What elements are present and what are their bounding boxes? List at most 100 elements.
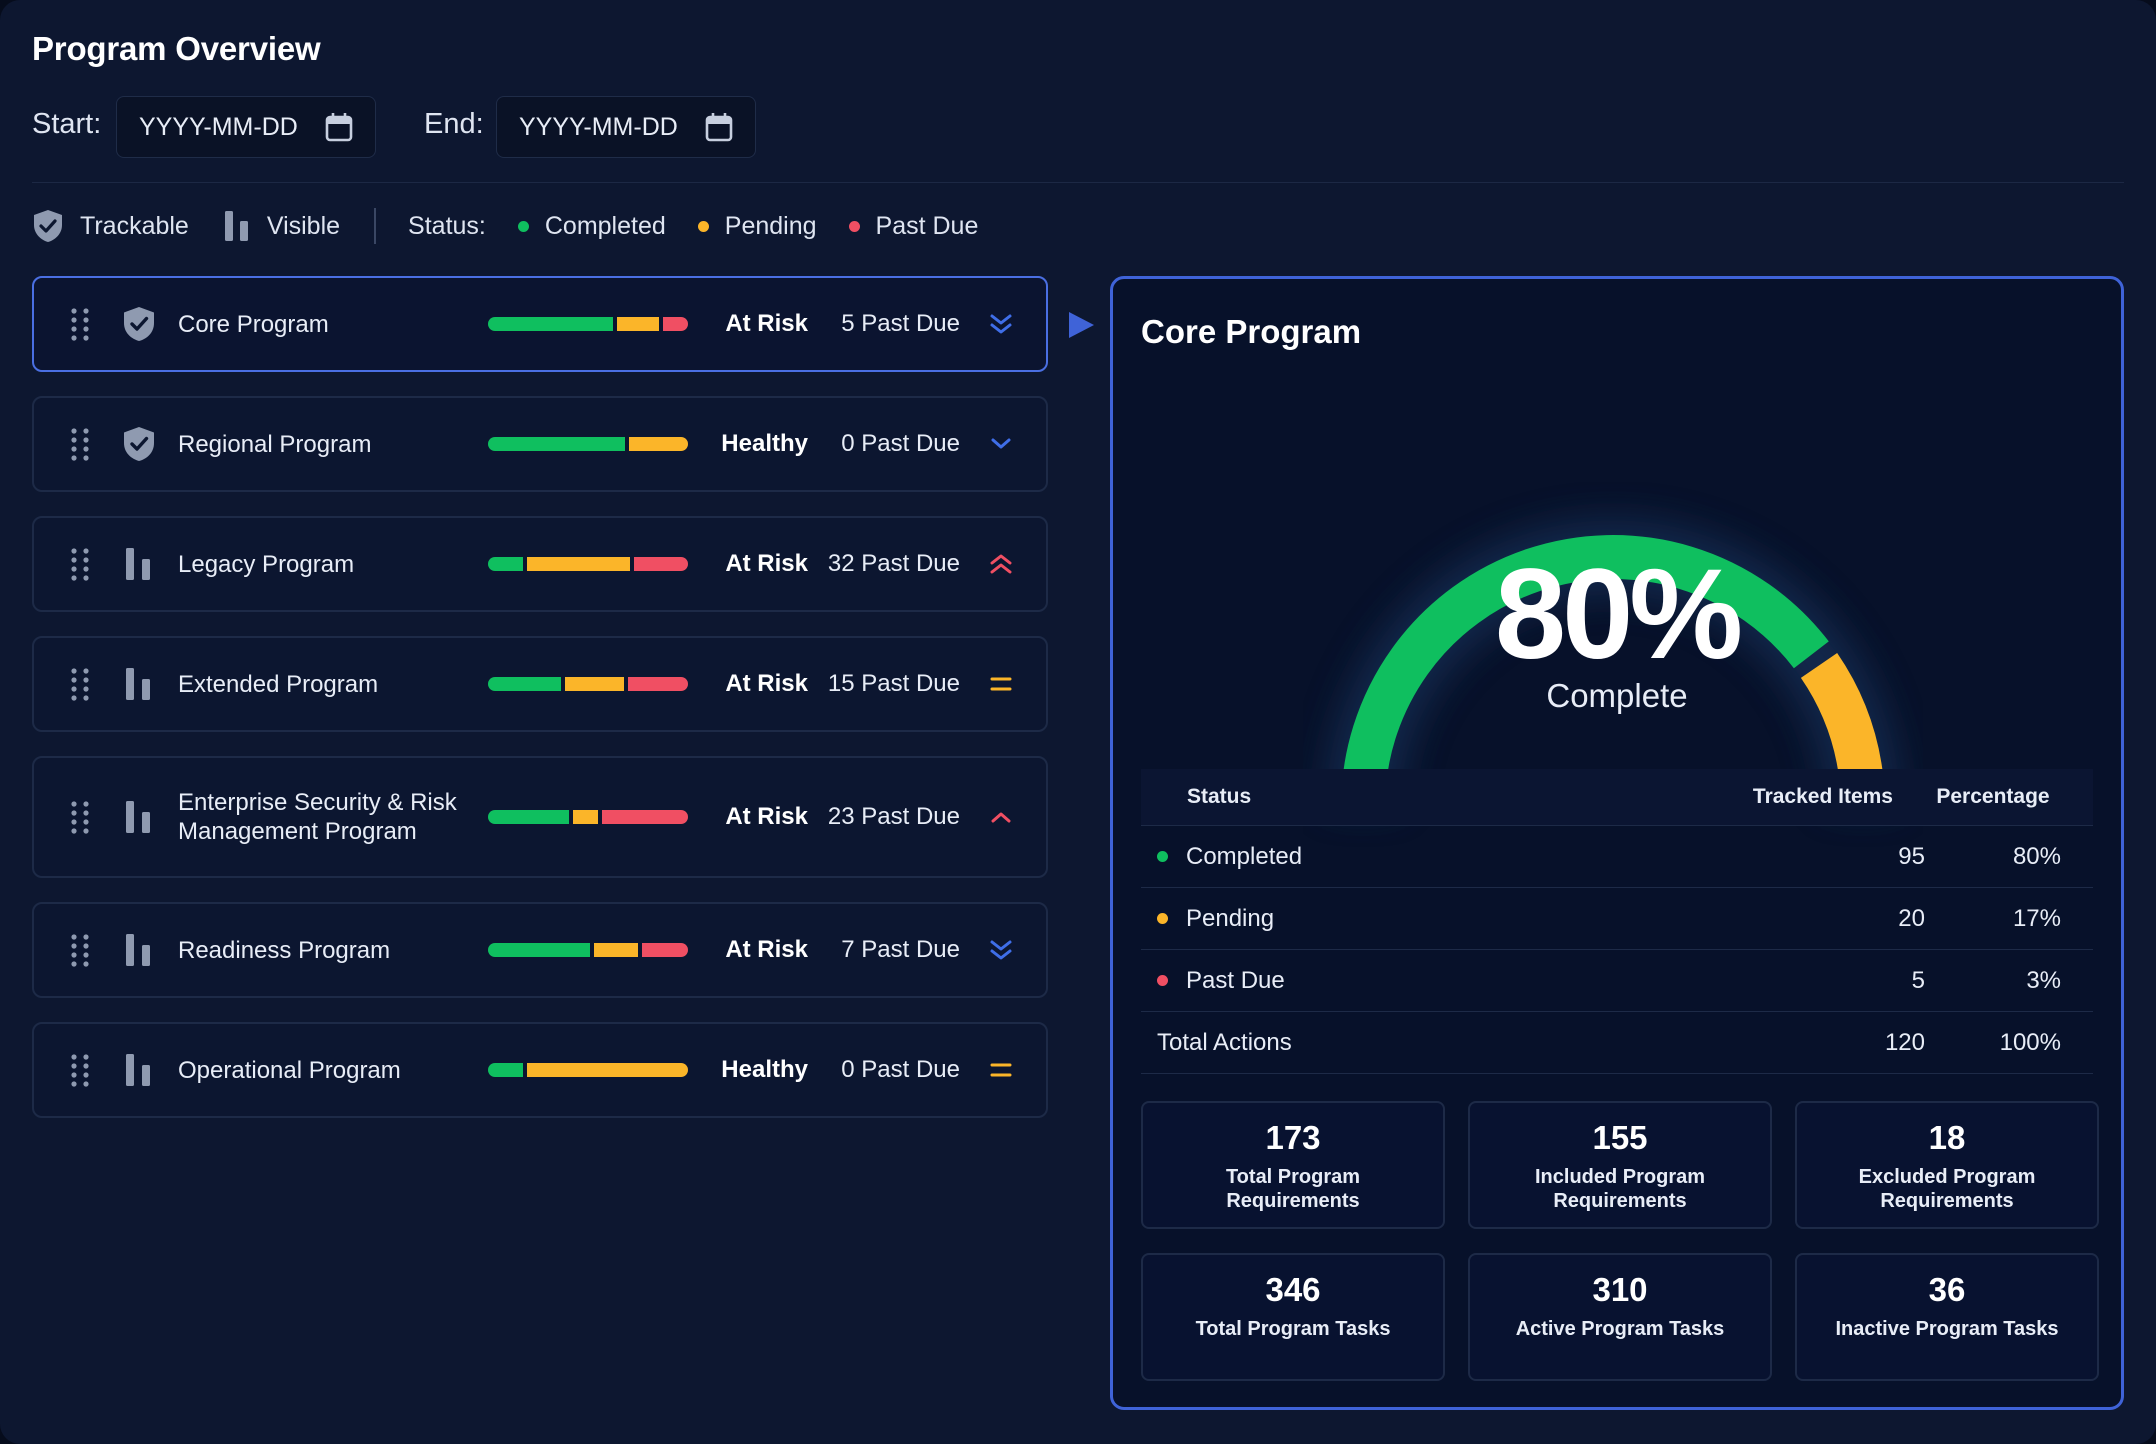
bar-visible-icon xyxy=(122,932,156,968)
past-due-count: 7 Past Due xyxy=(841,936,960,963)
program-name: Core Program xyxy=(178,311,329,338)
kpi-label-line: Total Program Tasks xyxy=(1195,1318,1391,1340)
past-due-segment xyxy=(634,557,688,571)
kpi-value: 346 xyxy=(1265,1271,1321,1308)
past-due-segment xyxy=(663,317,688,331)
program-name-line: Enterprise Security & Risk xyxy=(178,789,457,816)
program-card[interactable]: Legacy Program At Risk 32 Past Due xyxy=(32,516,1048,612)
chevron-up-icon[interactable] xyxy=(988,804,1014,830)
shield-check-icon xyxy=(122,426,156,462)
row-status: Past Due xyxy=(1141,967,1685,995)
legend-visible: Visible xyxy=(223,209,340,243)
program-name-line: Management Program xyxy=(178,818,417,845)
drag-handle-icon[interactable] xyxy=(70,427,90,461)
drag-handle-icon[interactable] xyxy=(70,800,90,834)
total-items: 120 xyxy=(1884,1028,1925,1056)
drag-handle-icon[interactable] xyxy=(70,667,90,701)
bar-visible-icon xyxy=(224,211,248,241)
row-status-label: Pending xyxy=(1186,904,1275,932)
drag-handle-icon[interactable] xyxy=(70,307,90,341)
equals-icon[interactable] xyxy=(988,1057,1014,1083)
health-status: At Risk xyxy=(725,310,808,337)
header-tracked-items: Tracked Items xyxy=(1752,785,1893,808)
kpi-value: 310 xyxy=(1592,1271,1648,1308)
kpi-label-line: Total Program xyxy=(1225,1166,1361,1188)
double-chevron-down-icon[interactable] xyxy=(988,937,1014,963)
equals-icon[interactable] xyxy=(988,671,1014,697)
drag-handle-icon[interactable] xyxy=(70,547,90,581)
row-status: Pending xyxy=(1141,905,1685,933)
shield-check-icon xyxy=(122,306,156,342)
kpi-label-line: Active Program Tasks xyxy=(1515,1318,1725,1340)
kpi-label-line: Included Program xyxy=(1534,1166,1706,1188)
row-items: 20 xyxy=(1898,904,1925,932)
gauge-label: Complete xyxy=(1546,677,1688,714)
bar-visible-icon xyxy=(122,546,156,582)
status-dot-icon xyxy=(1157,913,1168,924)
table-header: Status Tracked Items Percentage xyxy=(1141,769,2093,826)
status-table: Status Tracked Items Percentage Complete… xyxy=(1141,769,2093,1074)
pending-segment xyxy=(526,557,631,571)
gauge-pending-arc xyxy=(1800,652,1884,781)
completed-segment xyxy=(488,557,523,571)
kpi-card: 346 Total Program Tasks xyxy=(1141,1253,1445,1381)
table-row: Pending 20 17% xyxy=(1141,888,2093,950)
start-date-field[interactable]: YYYY-MM-DD xyxy=(116,96,376,158)
calendar-icon[interactable] xyxy=(325,112,353,142)
program-card[interactable]: Enterprise Security & Risk Management Pro… xyxy=(32,756,1048,878)
status-dot-icon xyxy=(1157,851,1168,862)
progress-bar xyxy=(488,557,688,571)
kpi-label: Total Program Requirements xyxy=(1143,1165,1443,1213)
kpi-label: Active Program Tasks xyxy=(1470,1317,1770,1341)
program-card[interactable]: Operational Program Healthy 0 Past Due xyxy=(32,1022,1048,1118)
double-chevron-down-icon[interactable] xyxy=(988,311,1014,337)
calendar-icon[interactable] xyxy=(705,112,733,142)
table-row: Past Due 5 3% xyxy=(1141,950,2093,1012)
legend-status-text: Pending xyxy=(724,211,817,240)
double-chevron-up-icon[interactable] xyxy=(988,551,1014,577)
past-due-dot-icon xyxy=(848,220,860,232)
kpi-card: 155 Included Program Requirements xyxy=(1468,1101,1772,1229)
end-date-field[interactable]: YYYY-MM-DD xyxy=(496,96,756,158)
health-status: At Risk xyxy=(725,670,808,697)
legend: Trackable Visible Status: Completed Pend… xyxy=(32,206,978,246)
table-row-total: Total Actions 120 100% xyxy=(1141,1012,2093,1074)
kpi-card: 173 Total Program Requirements xyxy=(1141,1101,1445,1229)
kpi-value: 155 xyxy=(1592,1119,1648,1156)
program-card[interactable]: Readiness Program At Risk 7 Past Due xyxy=(32,902,1048,998)
kpi-value: 18 xyxy=(1928,1119,1966,1156)
shield-check-icon xyxy=(34,210,62,242)
past-due-count: 5 Past Due xyxy=(841,310,960,337)
drag-handle-icon[interactable] xyxy=(70,933,90,967)
row-status-label: Completed xyxy=(1186,842,1303,870)
table-row: Completed 95 80% xyxy=(1141,826,2093,888)
gauge-completed-arc xyxy=(1341,535,1829,808)
program-name: Extended Program xyxy=(178,671,379,698)
past-due-count: 0 Past Due xyxy=(841,430,960,457)
program-card[interactable]: Extended Program At Risk 15 Past Due xyxy=(32,636,1048,732)
program-name: Readiness Program xyxy=(178,937,391,964)
program-card[interactable]: Regional Program Healthy 0 Past Due xyxy=(32,396,1048,492)
chevron-down-icon[interactable] xyxy=(988,431,1014,457)
legend-status-past-due: Past Due xyxy=(848,211,979,241)
pending-segment xyxy=(594,943,638,957)
pending-segment xyxy=(527,1063,688,1077)
kpi-label: Inactive Program Tasks xyxy=(1797,1317,2097,1341)
table-body: Completed 95 80% Pending 20 17% Past Due 5 3% xyxy=(1141,826,2093,1012)
divider xyxy=(32,182,2124,183)
legend-status-text: Completed xyxy=(544,211,666,240)
program-name: Enterprise Security & Risk Management Pro… xyxy=(178,788,457,846)
row-items: 95 xyxy=(1898,842,1925,870)
row-status: Completed xyxy=(1141,843,1685,871)
drag-handle-icon[interactable] xyxy=(70,1053,90,1087)
row-status-label: Past Due xyxy=(1186,966,1285,994)
program-name: Legacy Program xyxy=(178,551,355,578)
kpi-label: Total Program Tasks xyxy=(1143,1317,1443,1341)
bar-visible-icon xyxy=(122,799,156,835)
legend-status-pending: Pending xyxy=(697,211,817,241)
kpi-label-line: Requirements xyxy=(1226,1190,1360,1212)
legend-status-text: Past Due xyxy=(875,211,979,240)
completed-dot-icon xyxy=(517,220,529,232)
program-card[interactable]: Core Program At Risk 5 Past Due xyxy=(32,276,1048,372)
